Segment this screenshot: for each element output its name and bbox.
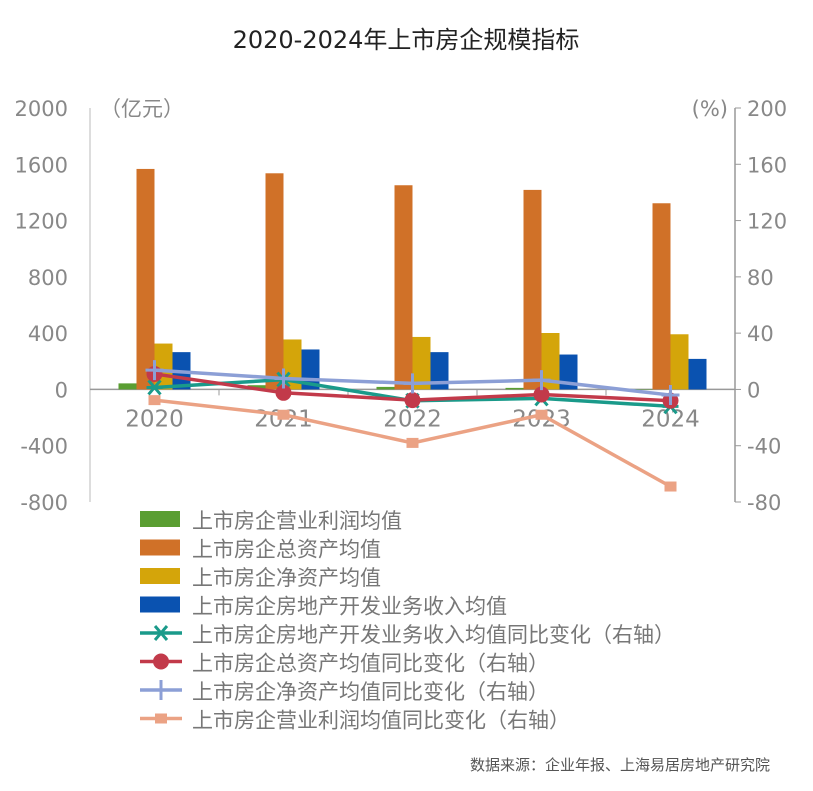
bar-1-2020 <box>137 169 155 389</box>
left-tick-label: 1600 <box>15 153 68 177</box>
legend-marker-1 <box>153 654 169 670</box>
right-tick-label: 200 <box>747 97 787 121</box>
left-tick-label: 400 <box>28 322 68 346</box>
line-point-3-2024 <box>665 482 677 492</box>
bar-0-2023 <box>506 388 524 390</box>
category-label: 2024 <box>641 406 700 432</box>
category-label: 2020 <box>125 406 184 432</box>
legend-label: 上市房企房地产开发业务收入均值同比变化（右轴） <box>192 623 675 647</box>
bar-0-2020 <box>119 383 137 389</box>
legend-label: 上市房企营业利润均值同比变化（右轴） <box>192 709 570 733</box>
bar-1-2021 <box>266 173 284 389</box>
left-tick-label: -800 <box>20 491 68 515</box>
bar-0-2022 <box>377 387 395 390</box>
legend-label: 上市房企净资产均值 <box>192 566 381 590</box>
right-tick-label: -40 <box>747 435 781 459</box>
right-tick-label: 0 <box>747 378 760 402</box>
chart-title: 2020-2024年上市房企规模指标 <box>233 26 580 54</box>
legend-label: 上市房企营业利润均值 <box>192 509 402 533</box>
left-axis-label: （亿元） <box>100 97 184 121</box>
right-tick-label: 40 <box>747 322 774 346</box>
line-point-1-2022 <box>405 392 421 408</box>
line-point-3-2020 <box>149 395 161 405</box>
left-tick-label: 800 <box>28 266 68 290</box>
legend-swatch-bar-3 <box>140 597 180 613</box>
line-point-3-2022 <box>407 438 419 448</box>
right-tick-label: -80 <box>747 491 781 515</box>
bar-1-2022 <box>395 185 413 389</box>
source-note: 数据来源：企业年报、上海易居房地产研究院 <box>470 756 770 774</box>
legend-label: 上市房企总资产均值 <box>192 538 381 562</box>
category-label: 2022 <box>383 406 442 432</box>
bar-1-2023 <box>524 190 542 390</box>
right-tick-label: 80 <box>747 266 774 290</box>
legend-swatch-bar-2 <box>140 568 180 584</box>
bar-1-2024 <box>653 203 671 389</box>
right-axis-label: (%) <box>692 97 728 121</box>
legend-swatch-bar-0 <box>140 511 180 527</box>
bar-2-2024 <box>671 334 689 389</box>
line-point-3-2023 <box>536 410 548 420</box>
legend-label: 上市房企房地产开发业务收入均值 <box>192 595 507 619</box>
legend-marker-3 <box>155 714 167 724</box>
legend-swatch-bar-1 <box>140 540 180 556</box>
left-tick-label: 1200 <box>15 210 68 234</box>
left-tick-label: 0 <box>55 378 68 402</box>
legend-marker-0 <box>153 626 169 640</box>
legend-label: 上市房企总资产均值同比变化（右轴） <box>192 652 549 676</box>
left-tick-label: 2000 <box>15 97 68 121</box>
line-point-3-2021 <box>278 410 290 420</box>
right-tick-label: 120 <box>747 210 787 234</box>
right-tick-label: 160 <box>747 153 787 177</box>
bar-3-2024 <box>689 359 707 390</box>
left-tick-label: -400 <box>20 435 68 459</box>
legend-label: 上市房企净资产均值同比变化（右轴） <box>192 680 549 704</box>
legend-marker-2 <box>152 680 170 700</box>
